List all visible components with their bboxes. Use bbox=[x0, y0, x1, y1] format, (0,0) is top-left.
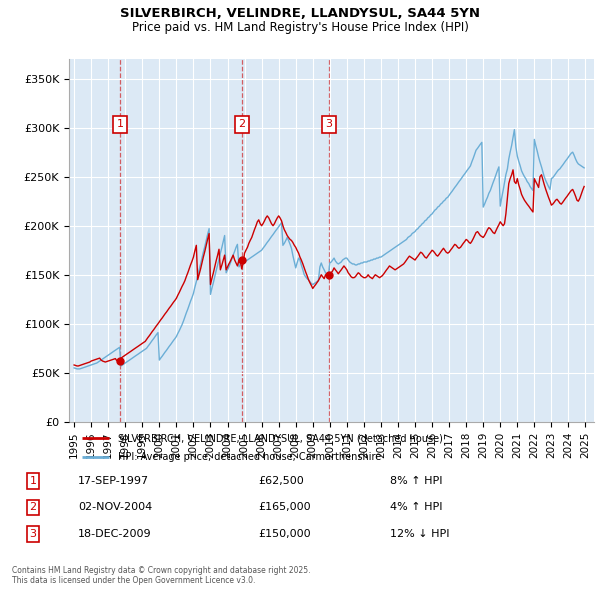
Text: 18-DEC-2009: 18-DEC-2009 bbox=[78, 529, 152, 539]
Text: SILVERBIRCH, VELINDRE, LLANDYSUL, SA44 5YN (detached house): SILVERBIRCH, VELINDRE, LLANDYSUL, SA44 5… bbox=[118, 434, 443, 444]
Text: 1: 1 bbox=[29, 476, 37, 486]
Text: 1: 1 bbox=[117, 119, 124, 129]
Text: 2: 2 bbox=[238, 119, 245, 129]
Text: £150,000: £150,000 bbox=[258, 529, 311, 539]
Text: 12% ↓ HPI: 12% ↓ HPI bbox=[390, 529, 449, 539]
Text: 3: 3 bbox=[326, 119, 332, 129]
Text: Price paid vs. HM Land Registry's House Price Index (HPI): Price paid vs. HM Land Registry's House … bbox=[131, 21, 469, 34]
Text: SILVERBIRCH, VELINDRE, LLANDYSUL, SA44 5YN: SILVERBIRCH, VELINDRE, LLANDYSUL, SA44 5… bbox=[120, 7, 480, 20]
Text: 2: 2 bbox=[29, 503, 37, 512]
Text: 3: 3 bbox=[29, 529, 37, 539]
Text: HPI: Average price, detached house, Carmarthenshire: HPI: Average price, detached house, Carm… bbox=[118, 452, 381, 462]
Text: £165,000: £165,000 bbox=[258, 503, 311, 512]
Text: 8% ↑ HPI: 8% ↑ HPI bbox=[390, 476, 443, 486]
Text: 17-SEP-1997: 17-SEP-1997 bbox=[78, 476, 149, 486]
Text: Contains HM Land Registry data © Crown copyright and database right 2025.
This d: Contains HM Land Registry data © Crown c… bbox=[12, 566, 311, 585]
Text: 02-NOV-2004: 02-NOV-2004 bbox=[78, 503, 152, 512]
Text: £62,500: £62,500 bbox=[258, 476, 304, 486]
Text: 4% ↑ HPI: 4% ↑ HPI bbox=[390, 503, 443, 512]
